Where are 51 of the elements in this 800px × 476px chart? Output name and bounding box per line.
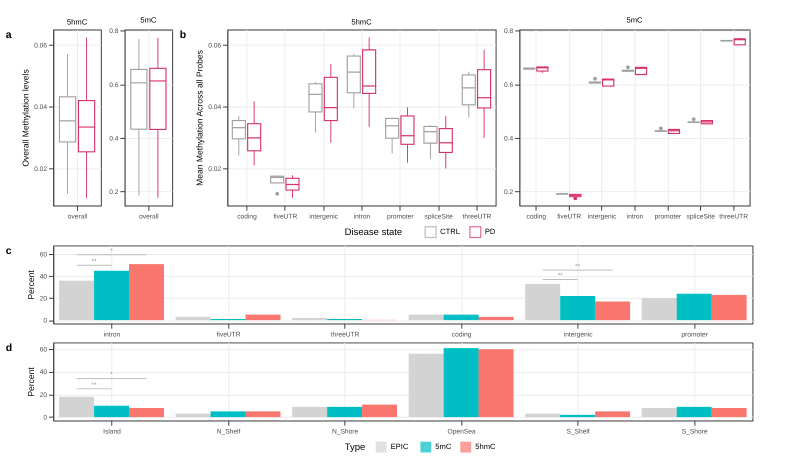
chart-title: 5mC (626, 15, 644, 24)
bar (176, 414, 211, 418)
bar (59, 396, 94, 418)
bar (478, 349, 514, 418)
bar (525, 284, 560, 320)
bar (525, 414, 560, 418)
bar (560, 296, 596, 320)
y-axis-title: Percent (26, 270, 36, 300)
legend-title: Disease state (344, 226, 402, 238)
y-axis-title: Overall Methylation levels (20, 69, 30, 167)
bar (444, 348, 479, 418)
text: d (6, 343, 12, 354)
bar (292, 318, 328, 320)
chart-title: 5hmC (351, 18, 372, 27)
legend-label: CTRL (440, 227, 460, 236)
legend-label: 5mC (435, 442, 452, 452)
bar (408, 354, 444, 418)
bar (94, 406, 130, 418)
bar (595, 411, 630, 418)
bar (676, 406, 712, 418)
text: a (6, 30, 12, 42)
bar (712, 294, 747, 320)
bar (642, 298, 677, 320)
legend-title: Type (344, 442, 366, 453)
bar (712, 408, 747, 418)
y-axis-title: Percent (26, 366, 36, 397)
chart-title: 5mC (140, 15, 157, 24)
bar (292, 406, 328, 418)
bar (595, 301, 630, 320)
bar (478, 316, 514, 320)
bar (676, 294, 712, 320)
legend-label: EPIC (390, 442, 409, 452)
chart-title: 5hmC (66, 18, 88, 27)
bar (246, 314, 280, 320)
bar (59, 280, 94, 320)
bar (408, 314, 444, 320)
legend-label: 5hmC (475, 442, 496, 452)
text: c (6, 246, 12, 257)
y-axis-title: Mean Methylation Across all Probes (194, 50, 204, 186)
bar (129, 264, 164, 320)
bar (327, 406, 362, 418)
bar (362, 404, 398, 418)
bar (444, 314, 479, 320)
legend-label: PD (484, 227, 496, 236)
bar (94, 270, 130, 320)
bar (246, 411, 280, 418)
bar (210, 411, 246, 418)
bar (129, 408, 164, 418)
text: b (180, 30, 186, 42)
bar (642, 408, 677, 418)
bar (176, 316, 211, 320)
